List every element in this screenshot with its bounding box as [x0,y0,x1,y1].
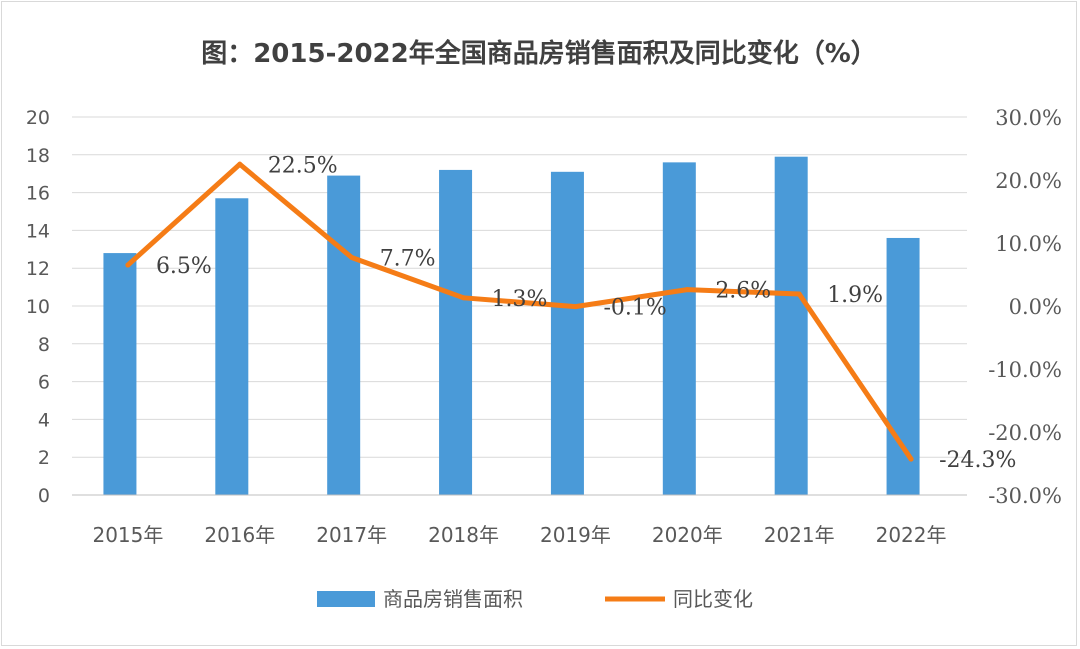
line-series [125,161,914,462]
x-axis: 2015年 2016年 2017年 2018年 2019年 2020年 2021年 2022年 [72,494,967,547]
left-tick-label: 16 [26,183,50,205]
bar [439,169,473,496]
left-tick-label: 6 [38,372,50,394]
right-tick-label: 0.0% [1009,295,1062,319]
right-tick-label: -20.0% [988,421,1062,445]
x-tick-label: 2021年 [764,523,835,547]
chart-title: 图：2015-2022年全国商品房销售面积及同比变化（%） [201,38,877,69]
left-tick-label: 10 [26,296,50,318]
data-label: -0.1% [603,296,666,321]
data-label: 2.6% [715,279,771,304]
bar [662,162,696,496]
data-labels: 6.5% 22.5% 7.7% 1.3% -0.1% 2.6% 1.9% -24.3% [156,153,1016,473]
right-tick-label: -10.0% [988,358,1062,382]
line-point [684,287,690,293]
left-tick-label: 4 [38,409,50,431]
left-tick-label: 20 [26,107,50,129]
line-point [908,456,914,462]
x-tick-label: 2019年 [540,523,611,547]
right-tick-label: 10.0% [995,232,1062,256]
data-label: -24.3% [939,448,1016,473]
line-point [572,304,578,310]
data-label: 7.7% [380,246,436,271]
right-tick-label: 20.0% [995,169,1062,193]
right-tick-label: -30.0% [988,484,1062,508]
left-y-axis: 0 2 4 6 8 10 12 14 16 18 20 [26,107,50,507]
legend-bar-label: 商品房销售面积 [383,587,523,611]
bar [215,198,249,495]
line-point [796,291,802,297]
left-tick-label: 2 [38,447,50,469]
x-tick-label: 2016年 [204,523,275,547]
bar [886,237,920,495]
line-path [125,161,914,462]
data-label: 1.9% [827,283,883,308]
x-tick-label: 2018年 [428,523,499,547]
bar [774,156,808,495]
left-tick-label: 14 [26,220,50,242]
left-tick-label: 0 [38,485,50,507]
left-tick-label: 18 [26,145,50,167]
right-y-axis: -30.0% -20.0% -10.0% 0.0% 10.0% 20.0% 30.0% [988,106,1062,508]
line-point [237,161,243,167]
line-point [125,262,131,268]
left-tick-label: 12 [26,258,50,280]
x-tick-label: 2015年 [92,523,163,547]
line-point [349,254,355,260]
line-point [461,295,467,301]
data-label: 1.3% [492,287,548,312]
legend: 商品房销售面积 同比变化 [317,587,753,611]
left-tick-label: 8 [38,334,50,356]
data-label: 22.5% [268,153,338,178]
x-tick-label: 2017年 [316,523,387,547]
bar [550,171,584,495]
data-label: 6.5% [156,254,212,279]
legend-bar-swatch [317,591,375,607]
bar-series [103,156,920,496]
bar [327,175,361,495]
x-tick-label: 2022年 [876,523,947,547]
legend-line-label: 同比变化 [673,587,753,611]
bar [103,253,137,495]
x-tick-label: 2020年 [652,523,723,547]
right-tick-label: 30.0% [995,106,1062,130]
